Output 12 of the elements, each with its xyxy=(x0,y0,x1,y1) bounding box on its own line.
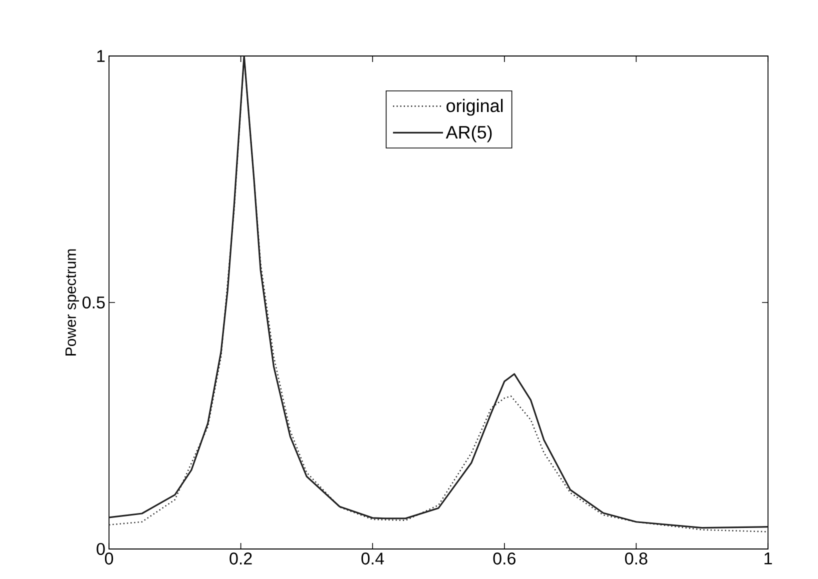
x-tick-label: 1 xyxy=(764,552,772,564)
x-tick-label: 0.2 xyxy=(230,552,252,565)
y-tick-label: 0 xyxy=(96,542,105,556)
y-tick-label: 1 xyxy=(97,50,105,62)
y-axis-title: Power spectrum xyxy=(66,249,79,356)
legend-label: original xyxy=(446,98,503,116)
x-tick-label: 0.8 xyxy=(625,552,648,565)
x-tick-label: 0.6 xyxy=(493,552,516,565)
x-tick-label: 0.4 xyxy=(361,552,384,565)
legend-label: AR(5) xyxy=(446,125,492,142)
y-tick-label: 0.5 xyxy=(82,296,105,309)
x-tick-label: 0 xyxy=(104,552,114,565)
